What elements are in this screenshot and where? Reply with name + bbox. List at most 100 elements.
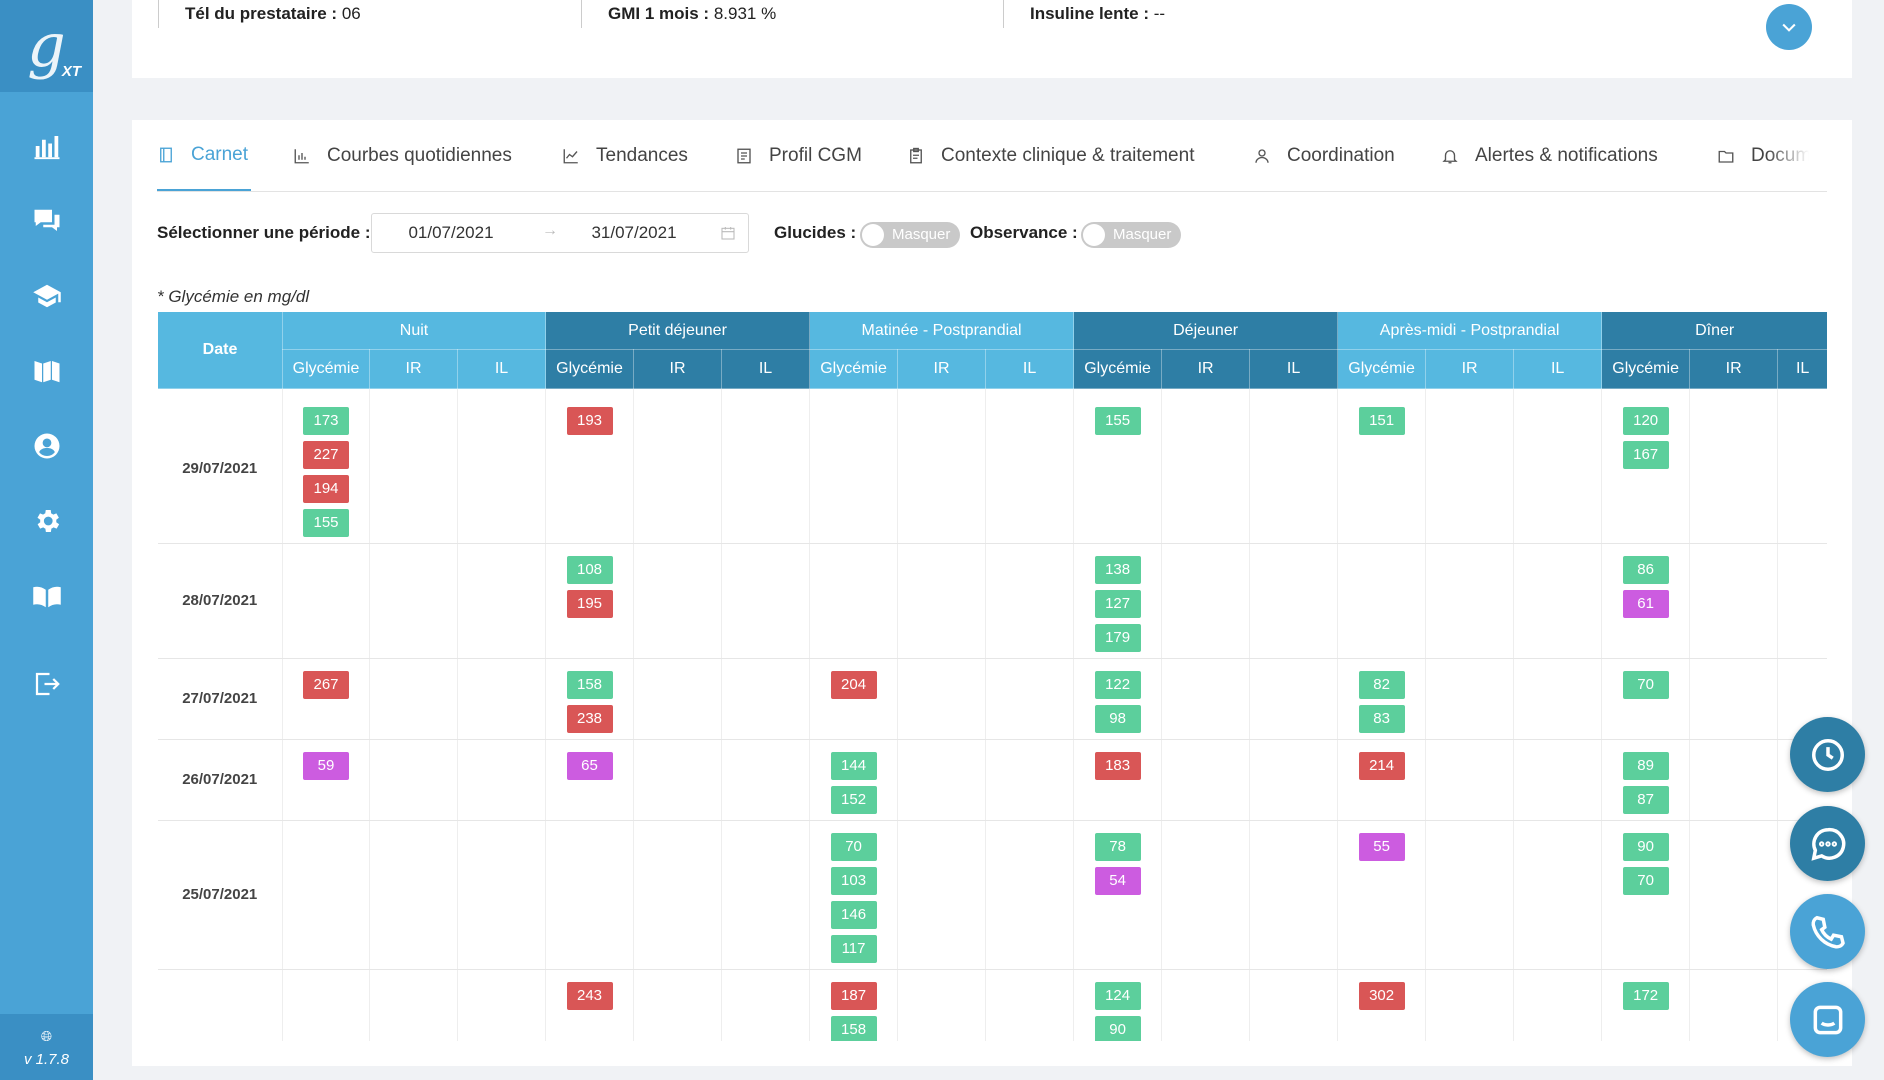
tab-carnet[interactable]: Carnet xyxy=(157,120,251,191)
il-cell xyxy=(1777,543,1827,659)
glycemia-badge[interactable]: 194 xyxy=(303,474,349,503)
glycemia-badge[interactable]: 54 xyxy=(1094,866,1141,895)
start-date-input[interactable] xyxy=(396,220,506,246)
subheader-il: IL xyxy=(1513,349,1603,389)
il-cell xyxy=(1249,658,1339,740)
glycemia-badge[interactable]: 195 xyxy=(566,589,613,618)
glycemia-badge[interactable]: 138 xyxy=(1094,555,1141,584)
glycemia-badge[interactable]: 158 xyxy=(830,1015,877,1041)
glycemia-badge[interactable]: 90 xyxy=(1094,1015,1141,1041)
glycemia-badge[interactable]: 59 xyxy=(303,751,349,780)
tab-trends[interactable]: Tendances xyxy=(562,120,688,191)
tab-alerts[interactable]: Alertes & notifications xyxy=(1441,120,1658,191)
group-header-dinner: Dîner xyxy=(1601,311,1827,350)
glycemia-badge[interactable]: 179 xyxy=(1094,623,1141,652)
user-icon xyxy=(1255,149,1269,163)
observance-toggle[interactable]: Masquer xyxy=(1081,222,1181,248)
glycemia-badge[interactable]: 120 xyxy=(1622,406,1669,435)
glycemia-badge[interactable]: 82 xyxy=(1358,670,1405,699)
glycemia-badge[interactable]: 155 xyxy=(1094,406,1141,435)
subheader-ir: IR xyxy=(633,349,723,389)
glycemia-badge[interactable]: 103 xyxy=(830,866,877,895)
history-button[interactable] xyxy=(1790,717,1865,792)
glycemia-badge[interactable]: 124 xyxy=(1094,981,1141,1010)
glycemia-cell: 214 xyxy=(1337,739,1427,821)
glycemia-badge[interactable]: 117 xyxy=(830,934,877,963)
sidebar-item-patients[interactable] xyxy=(0,408,93,483)
bell-icon xyxy=(1442,150,1458,164)
glycemia-badge[interactable]: 193 xyxy=(566,406,613,435)
glycemia-badge[interactable]: 183 xyxy=(1094,751,1141,780)
glycemia-badge[interactable]: 155 xyxy=(303,508,349,537)
glycemia-badge[interactable]: 86 xyxy=(1622,555,1669,584)
glycemia-badge[interactable]: 227 xyxy=(303,440,349,469)
expand-info-button[interactable] xyxy=(1766,4,1812,50)
glucides-toggle[interactable]: Masquer xyxy=(860,222,960,248)
calendar-icon[interactable] xyxy=(720,225,736,241)
il-cell xyxy=(721,739,811,821)
tab-cgm-profile[interactable]: Profil CGM xyxy=(735,120,862,191)
glycemia-badge[interactable]: 238 xyxy=(566,704,613,733)
glycemia-badge[interactable]: 65 xyxy=(566,751,613,780)
glycemia-badge[interactable]: 70 xyxy=(1622,670,1669,699)
glycemia-badge[interactable]: 70 xyxy=(1622,866,1669,895)
glycemia-badge[interactable]: 78 xyxy=(1094,832,1141,861)
glycemia-badge[interactable]: 302 xyxy=(1358,981,1405,1010)
phone-icon xyxy=(1810,915,1845,949)
table-row: 25/07/2021 70 103 146 117 78 54 55 90 70 xyxy=(157,820,1827,970)
sidebar-item-education[interactable] xyxy=(0,258,93,333)
ir-cell xyxy=(633,739,723,821)
glycemia-badge[interactable]: 83 xyxy=(1358,704,1405,733)
app-logo[interactable]: g XT xyxy=(0,0,93,92)
glycemia-badge[interactable]: 122 xyxy=(1094,670,1141,699)
sidebar-item-settings[interactable] xyxy=(0,483,93,558)
logbook-table-container[interactable]: Date Nuit Petit déjeuner Matinée - Postp… xyxy=(157,311,1827,1041)
il-cell xyxy=(985,969,1075,1041)
ir-cell xyxy=(897,543,987,659)
subheader-il: IL xyxy=(456,349,547,389)
glycemia-badge[interactable]: 214 xyxy=(1358,751,1405,780)
glycemia-badge[interactable]: 267 xyxy=(303,670,349,699)
tab-coordination[interactable]: Coordination xyxy=(1253,120,1395,191)
glycemia-badge[interactable]: 158 xyxy=(566,670,613,699)
il-cell xyxy=(1249,739,1339,821)
glycemia-badge[interactable]: 152 xyxy=(830,785,877,814)
date-range-picker[interactable]: → xyxy=(371,213,749,253)
glycemia-badge[interactable]: 167 xyxy=(1622,440,1669,469)
glycemia-badge[interactable]: 151 xyxy=(1358,406,1405,435)
il-cell xyxy=(457,543,547,659)
sidebar-item-guide[interactable] xyxy=(0,558,93,633)
sidebar-item-statistics[interactable] xyxy=(0,108,93,183)
end-date-input[interactable] xyxy=(579,220,689,246)
glycemia-badge[interactable]: 55 xyxy=(1358,832,1405,861)
glycemia-badge[interactable]: 61 xyxy=(1622,589,1669,618)
glycemia-badge[interactable]: 146 xyxy=(830,900,877,929)
support-chat-button[interactable] xyxy=(1790,982,1865,1057)
chat-button[interactable] xyxy=(1790,806,1865,881)
glycemia-badge[interactable]: 187 xyxy=(830,981,877,1010)
chat-icon xyxy=(34,209,59,231)
glycemia-badge[interactable]: 90 xyxy=(1622,832,1669,861)
glycemia-badge[interactable]: 173 xyxy=(303,406,349,435)
glycemia-badge[interactable]: 89 xyxy=(1622,751,1669,780)
sidebar-item-library[interactable] xyxy=(0,333,93,408)
call-button[interactable] xyxy=(1790,894,1865,969)
subheader-ir: IR xyxy=(897,349,987,389)
glycemia-badge[interactable]: 108 xyxy=(566,555,613,584)
tab-daily-curves[interactable]: Courbes quotidiennes xyxy=(293,120,512,191)
glycemia-badge[interactable]: 127 xyxy=(1094,589,1141,618)
glycemia-badge[interactable]: 70 xyxy=(830,832,877,861)
ir-cell xyxy=(633,969,723,1041)
glycemia-badge[interactable]: 172 xyxy=(1622,981,1669,1010)
sidebar-item-messages[interactable] xyxy=(0,183,93,258)
glycemia-badge[interactable]: 98 xyxy=(1094,704,1141,733)
glycemia-badge[interactable]: 243 xyxy=(566,981,613,1010)
row-date: 26/07/2021 xyxy=(157,739,283,821)
glycemia-cell: 267 xyxy=(282,658,370,740)
tab-clinical-context[interactable]: Contexte clinique & traitement xyxy=(907,120,1194,191)
glycemia-badge[interactable]: 87 xyxy=(1622,785,1669,814)
glycemia-badge[interactable]: 204 xyxy=(830,670,877,699)
glycemia-badge[interactable]: 144 xyxy=(830,751,877,780)
globe-icon[interactable]: 🌐︎ xyxy=(40,1028,53,1044)
sidebar-item-logout[interactable] xyxy=(0,646,93,721)
